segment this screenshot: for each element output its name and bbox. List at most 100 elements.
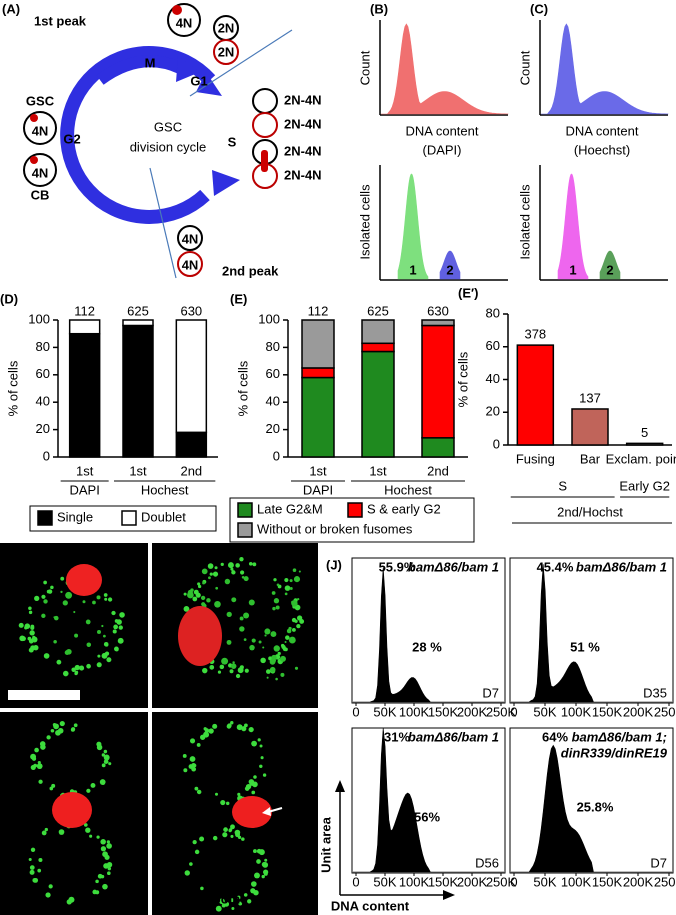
- gfp-dot: [43, 653, 50, 659]
- gfp-dot: [237, 792, 241, 796]
- gfp-dot: [229, 669, 234, 674]
- bar-count: 112: [308, 303, 329, 318]
- bar-count: 5: [641, 425, 648, 440]
- ploidy: 2N-4N: [284, 143, 322, 158]
- y-tick-label: 60: [486, 338, 500, 353]
- gfp-dot: [256, 859, 261, 864]
- x-tick-label: 150K: [428, 874, 459, 889]
- group-label: Hochest: [384, 482, 432, 497]
- gfp-dot: [227, 562, 234, 569]
- gfp-dot: [262, 862, 269, 868]
- gfp-dot: [232, 661, 235, 664]
- gfp-dot: [241, 837, 245, 841]
- panel-label: (E): [230, 291, 247, 306]
- gfp-dot: [200, 886, 204, 891]
- gfp-dot: [224, 901, 229, 906]
- bar-segment: [361, 342, 395, 353]
- percent-first: 31%: [384, 729, 410, 744]
- cell: [177, 251, 203, 277]
- gfp-dot: [71, 727, 76, 732]
- gfp-dot: [214, 792, 219, 796]
- gfp-dot: [43, 580, 47, 585]
- x-tick-label: Bar: [580, 451, 601, 466]
- gfp-dot: [240, 570, 245, 575]
- ploidy: 4N: [182, 257, 199, 272]
- panel-label: (H): [4, 713, 22, 728]
- legend-swatch: [237, 522, 253, 538]
- phase-label: M: [145, 55, 156, 70]
- gfp-dot: [28, 858, 32, 862]
- gfp-dot: [117, 637, 124, 644]
- gfp-dot: [30, 847, 36, 852]
- gfp-dot: [243, 612, 250, 619]
- gfp-dot: [34, 747, 39, 753]
- gfp-dot: [288, 636, 296, 644]
- gfp-dot: [279, 655, 286, 662]
- gfp-dot: [100, 839, 106, 845]
- gfp-dot: [41, 830, 47, 836]
- gfp-dot: [231, 597, 237, 603]
- axis-title: Isolated cells: [517, 184, 532, 260]
- gfp-dot: [275, 605, 280, 610]
- x-tick-label: Fusing: [516, 451, 555, 466]
- x-tick-label: 100K: [399, 704, 430, 719]
- day-label: D35: [643, 685, 667, 700]
- percent-second: 25.8%: [577, 799, 614, 814]
- plot-frame: [509, 727, 674, 874]
- percent-first: 45.4%: [537, 559, 574, 574]
- cell: [213, 39, 239, 65]
- fusome: [30, 156, 38, 164]
- x-tick-label: 200K: [623, 704, 654, 719]
- gfp-dot: [219, 664, 225, 670]
- gfp-dot: [258, 640, 262, 644]
- gfp-dot: [241, 575, 245, 579]
- x-tick-label: 200K: [623, 874, 654, 889]
- gfp-dot: [106, 657, 112, 663]
- label: CB: [31, 187, 50, 202]
- gfp-dot: [230, 898, 234, 903]
- gfp-dot: [286, 628, 292, 634]
- gfp-dot: [241, 726, 247, 732]
- gfp-dot: [201, 602, 206, 607]
- gfp-dot: [34, 595, 40, 601]
- bar-count: 137: [579, 390, 601, 405]
- gfp-dot: [262, 646, 265, 649]
- gfp-dot: [65, 591, 73, 599]
- ploidy: 4N: [32, 123, 49, 138]
- gfp-dot: [40, 744, 46, 750]
- x-tick-label: 50K: [533, 704, 556, 719]
- gfp-dot: [50, 585, 54, 590]
- gfp-dot: [277, 651, 281, 656]
- ploidy: 2N: [218, 20, 235, 35]
- group-label: 2nd/Hochst: [557, 504, 623, 519]
- gfp-dot: [293, 576, 301, 583]
- gfp-dot: [252, 562, 257, 567]
- x-tick-label: 0: [352, 704, 359, 719]
- label: DNA content: [406, 123, 479, 138]
- gfp-dot: [196, 789, 202, 795]
- gfp-dot: [266, 676, 269, 679]
- caption: Elonagted: [158, 685, 221, 700]
- x-tick-label: 0: [510, 874, 517, 889]
- gfp-dot: [30, 625, 35, 630]
- gfp-dot: [251, 638, 256, 643]
- axis-title: % of cells: [455, 351, 470, 407]
- gfp-dot: [254, 872, 260, 879]
- gfp-dot: [62, 600, 68, 606]
- plot-frame: [351, 727, 506, 874]
- bar-segment: [68, 319, 101, 335]
- gfp-dot: [208, 576, 211, 580]
- gfp-dot: [119, 612, 125, 618]
- gfp-dot: [289, 579, 293, 583]
- panel-label: (G): [158, 543, 177, 558]
- x-tick-label: 1st: [76, 463, 94, 478]
- gfp-dot: [253, 849, 257, 853]
- percent-first: 64%: [542, 729, 568, 744]
- gfp-dot: [292, 568, 297, 572]
- histogram-shape: [381, 23, 509, 115]
- histogram-shape: [511, 744, 672, 873]
- histogram-shape: [541, 23, 669, 115]
- gfp-dot: [97, 654, 101, 658]
